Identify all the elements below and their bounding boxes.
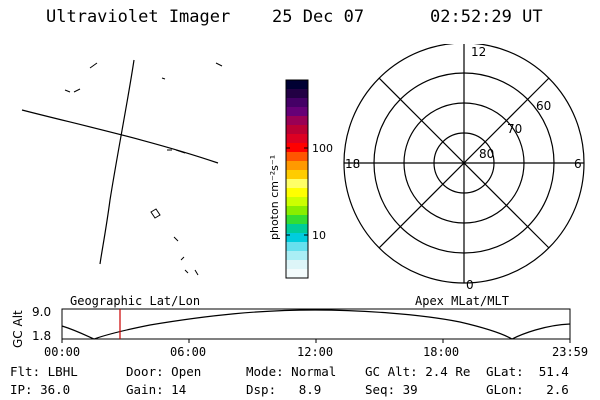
colorbar-band bbox=[286, 80, 308, 90]
gc-alt-value: 2.4 Re bbox=[425, 364, 471, 379]
colorbar-gradient bbox=[286, 80, 308, 279]
colorbar-band bbox=[286, 251, 308, 261]
colorbar: 100 10 photon cm⁻²s⁻¹ bbox=[268, 79, 333, 279]
glon-info: GLon: 2.6 bbox=[486, 382, 569, 397]
seq-info: Seq: 39 bbox=[365, 382, 418, 397]
colorbar-band bbox=[286, 206, 308, 216]
longitude-line bbox=[99, 59, 135, 265]
dsp-info: Dsp: 8.9 bbox=[246, 382, 321, 397]
time-label-0600: 06:00 bbox=[170, 345, 207, 359]
filter-label: Flt: bbox=[10, 364, 41, 379]
door-info: Door: Open bbox=[126, 364, 201, 379]
time-label-1800: 18:00 bbox=[423, 345, 460, 359]
dsp-value: 8.9 bbox=[298, 382, 322, 397]
altitude-ylabel: GC Alt bbox=[11, 310, 25, 348]
dsp-label: Dsp: bbox=[246, 382, 277, 397]
colorbar-tick-label-100: 100 bbox=[312, 142, 333, 155]
colorbar-band bbox=[286, 152, 308, 162]
colorbar-band bbox=[286, 179, 308, 189]
colorbar-band bbox=[286, 233, 308, 243]
mode-info: Mode: Normal bbox=[246, 364, 336, 379]
colorbar-band bbox=[286, 116, 308, 126]
lat-label-70: 70 bbox=[507, 122, 522, 136]
glat-label: GLat: bbox=[486, 364, 524, 379]
colorbar-band bbox=[286, 260, 308, 270]
mlt-label-6: 6 bbox=[574, 157, 582, 171]
mode-value: Normal bbox=[291, 364, 337, 379]
colorbar-band bbox=[286, 224, 308, 234]
colorbar-tick-label-10: 10 bbox=[312, 229, 326, 242]
colorbar-band bbox=[286, 125, 308, 135]
colorbar-band bbox=[286, 242, 308, 252]
altitude-tick-label-low: 1.8 bbox=[32, 329, 51, 343]
filter-value: LBHL bbox=[47, 364, 78, 379]
colorbar-band bbox=[286, 197, 308, 207]
gain-info: Gain: 14 bbox=[126, 382, 186, 397]
time-label-1200: 12:00 bbox=[297, 345, 334, 359]
polar-plot: 80 70 60 12 18 6 0 bbox=[343, 44, 585, 292]
altitude-plot: GC Alt 9.0 1.8 bbox=[11, 305, 571, 348]
altitude-time-ticks bbox=[61, 339, 571, 343]
altitude-frame bbox=[61, 308, 571, 340]
colorbar-band bbox=[286, 170, 308, 180]
gc-alt-label: GC Alt: bbox=[365, 364, 418, 379]
time-label-2359: 23:59 bbox=[552, 345, 589, 359]
glon-label: GLon: bbox=[486, 382, 524, 397]
apex-label: Apex MLat/MLT bbox=[415, 294, 509, 308]
colorbar-band bbox=[286, 89, 308, 99]
colorbar-band bbox=[286, 161, 308, 171]
seq-label: Seq: bbox=[365, 382, 396, 397]
instrument-title: Ultraviolet Imager bbox=[46, 7, 231, 27]
ip-info: IP: 36.0 bbox=[10, 382, 70, 397]
mlt-label-0: 0 bbox=[466, 278, 474, 292]
header-time: 02:52:29 UT bbox=[430, 7, 543, 27]
mlt-line-diag-2 bbox=[378, 77, 550, 249]
colorbar-band bbox=[286, 98, 308, 108]
door-label: Door: bbox=[126, 364, 164, 379]
colorbar-band bbox=[286, 215, 308, 225]
mlt-label-18: 18 bbox=[345, 157, 360, 171]
altitude-curve bbox=[61, 309, 571, 340]
colorbar-unit-label: photon cm⁻²s⁻¹ bbox=[268, 155, 281, 240]
colorbar-band bbox=[286, 188, 308, 198]
colorbar-band bbox=[286, 107, 308, 117]
gain-label: Gain: bbox=[126, 382, 164, 397]
geographic-label: Geographic Lat/Lon bbox=[70, 294, 201, 308]
colorbar-band bbox=[286, 269, 308, 279]
gc-alt-info: GC Alt: 2.4 Re bbox=[365, 364, 470, 379]
mode-label: Mode: bbox=[246, 364, 284, 379]
coastline-fragments bbox=[64, 62, 223, 276]
filter-info: Flt: LBHL bbox=[10, 364, 78, 379]
lat-label-60: 60 bbox=[536, 99, 551, 113]
ip-value: 36.0 bbox=[40, 382, 71, 397]
glat-value: 51.4 bbox=[538, 364, 569, 379]
geographic-grid bbox=[21, 59, 219, 265]
mlt-label-12: 12 bbox=[471, 45, 486, 59]
colorbar-band bbox=[286, 143, 308, 153]
latitude-line bbox=[21, 109, 219, 164]
polar-grid bbox=[343, 44, 585, 284]
door-value: Open bbox=[171, 364, 202, 379]
seq-value: 39 bbox=[402, 382, 418, 397]
lat-label-80: 80 bbox=[479, 147, 494, 161]
header-date: 25 Dec 07 bbox=[272, 7, 365, 27]
colorbar-band bbox=[286, 134, 308, 144]
glat-info: GLat: 51.4 bbox=[486, 364, 569, 379]
altitude-tick-label-high: 9.0 bbox=[32, 305, 51, 319]
colorbar-frame bbox=[285, 79, 309, 279]
ip-label: IP: bbox=[10, 382, 33, 397]
glon-value: 2.6 bbox=[546, 382, 569, 397]
gain-value: 14 bbox=[171, 382, 187, 397]
time-label-0000: 00:00 bbox=[44, 345, 81, 359]
